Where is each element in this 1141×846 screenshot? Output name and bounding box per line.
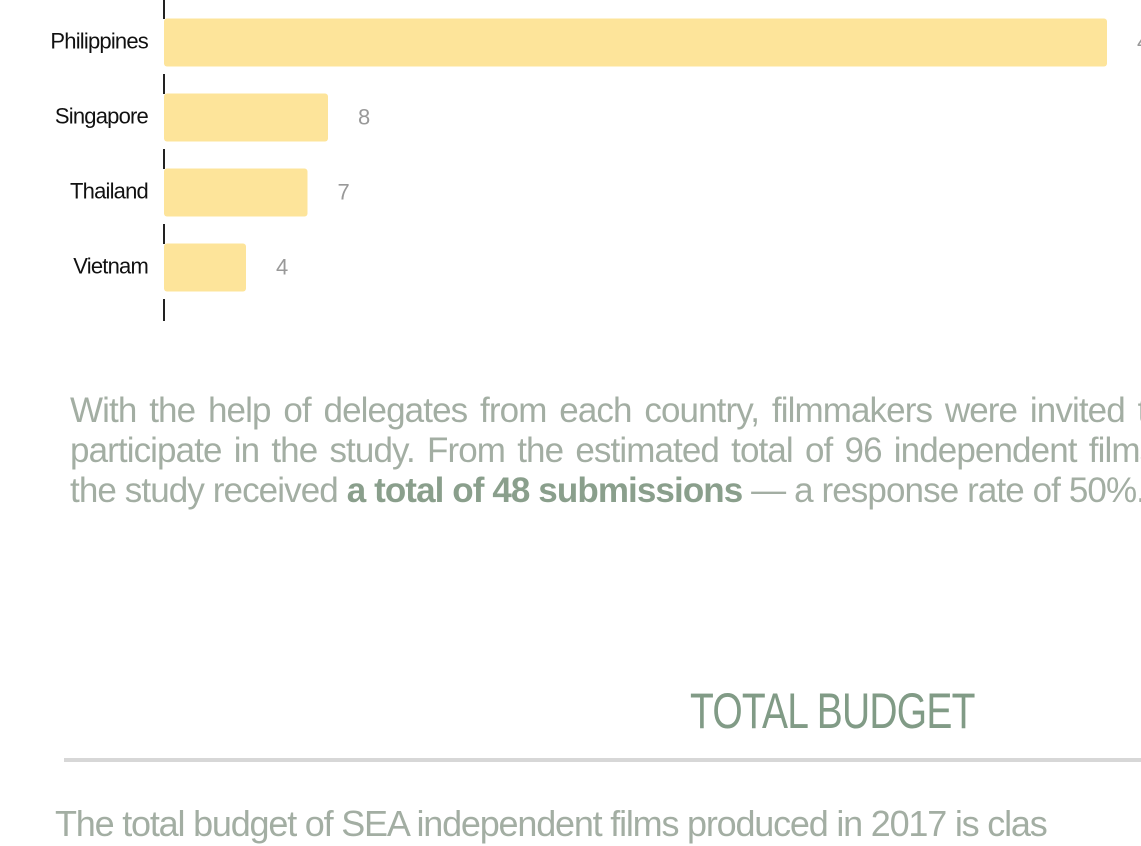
y-tick-label: Vietnam	[73, 253, 148, 278]
intro-text: With the help of delegates from each cou…	[70, 391, 1141, 510]
y-tick-label: Thailand	[70, 178, 148, 203]
intro-paragraph: With the help of delegates from each cou…	[70, 391, 1141, 511]
section-text: The total budget of SEA independent film…	[55, 803, 1048, 844]
section-title: TOTAL BUDGET	[690, 683, 975, 739]
divider	[64, 758, 1141, 762]
y-tick-label: Singapore	[55, 103, 149, 128]
y-tick-label: Philippines	[50, 28, 148, 53]
bar	[164, 18, 1107, 67]
intro-text: — a response rate of 50%.	[742, 471, 1141, 510]
value-label: 46	[1137, 29, 1141, 54]
value-label: 4	[276, 254, 288, 279]
intro-bold: a total of 48 submissions	[346, 471, 744, 510]
bar	[164, 93, 328, 142]
bar	[164, 243, 246, 292]
bar	[164, 168, 308, 217]
chart: Philippines 46 Singapore 8 Thailand 7 Vietnam 4	[50, 0, 1141, 321]
value-label: 8	[358, 104, 370, 129]
value-label: 7	[338, 179, 350, 204]
